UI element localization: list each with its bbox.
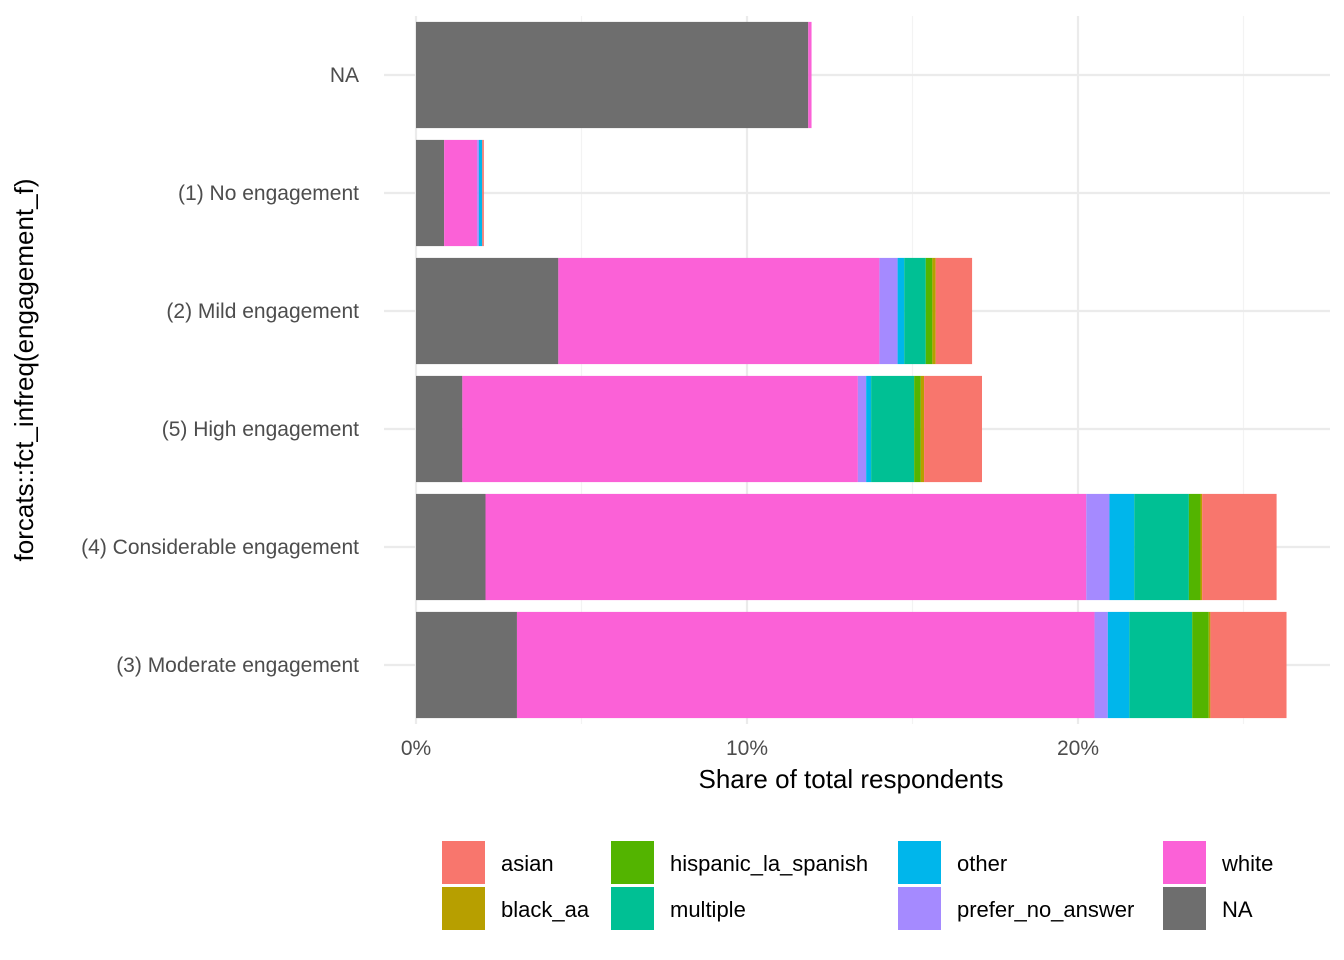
bar-segment-white [808,21,812,129]
x-tick-label: 20% [1057,737,1099,760]
y-axis-title: forcats::fct_infreq(engagement_f) [9,179,39,562]
legend-swatch [611,887,654,930]
legend-item: black_aa [442,887,590,930]
legend-item: asian [442,841,554,884]
y-tick-label: (4) Considerable engagement [81,536,359,559]
bar-segment-asian [924,375,983,483]
bar-segment-multiple [871,375,915,483]
x-axis-title: Share of total respondents [699,764,1004,794]
bar-segment-white [462,375,858,483]
bar-segment-prefer-no-answer [857,375,867,483]
y-tick-label: (1) No engagement [178,182,359,205]
bar-segment-na [416,21,809,129]
bar-segment-prefer-no-answer [1086,493,1110,601]
legend-swatch [611,841,654,884]
bar-segment-black-aa [920,375,925,483]
x-tick-label: 10% [726,737,768,760]
legend: asian black_aa hispanic_la_spanish multiple… [442,841,1273,930]
legend-item: hispanic_la_spanish [611,841,868,884]
bar-segment-hispanic-la-spanish [925,257,933,365]
bar-segment-multiple [1129,611,1193,719]
legend-swatch [1163,887,1206,930]
legend-item: prefer_no_answer [898,887,1134,930]
bar-segment-white [558,257,880,365]
bar-segment-multiple [904,257,926,365]
bar-segment-prefer-no-answer [477,139,479,247]
legend-label: other [957,851,1007,876]
legend-item: other [898,841,1007,884]
legend-label: multiple [670,897,746,922]
legend-item: white [1163,841,1273,884]
bar-segment-other [1107,611,1130,719]
bar-segment-na [416,611,517,719]
bar-segment-asian [482,139,484,247]
legend-swatch [898,887,941,930]
bar-segment-other [866,375,872,483]
bar-segment-other [478,139,483,247]
bar-segment-asian [935,257,973,365]
y-tick-label: NA [330,64,359,87]
bar-segment-na [416,257,559,365]
legend-swatch [898,841,941,884]
y-tick-label: (5) High engagement [162,418,359,441]
bar-segment-asian [1202,493,1277,601]
bar-segment-other [1109,493,1135,601]
bar-segment-white [444,139,478,247]
bar-segment-other [897,257,905,365]
x-tick-label: 0% [401,737,431,760]
bar-segment-prefer-no-answer [879,257,898,365]
legend-swatch [442,887,485,930]
bar-segment-multiple [1134,493,1189,601]
y-tick-label: (3) Moderate engagement [116,654,359,677]
legend-label: hispanic_la_spanish [670,851,868,876]
legend-label: prefer_no_answer [957,897,1134,922]
bar-segment-na [416,493,486,601]
bar-segment-hispanic-la-spanish [1192,611,1209,719]
bar-segment-black-aa [1208,611,1211,719]
legend-item: multiple [611,887,746,930]
bar-segment-asian [1210,611,1287,719]
x-tick-labels: 0% 10% 20% [401,737,1099,760]
legend-label: white [1221,851,1273,876]
bar-segment-hispanic-la-spanish [914,375,921,483]
bar-segment-black-aa [932,257,936,365]
bar-segment-white [485,493,1087,601]
bar-segment-na [416,139,445,247]
y-tick-label: (2) Mild engagement [166,300,359,323]
legend-label: black_aa [501,897,590,922]
legend-swatch [1163,841,1206,884]
bar-segment-black-aa [1200,493,1203,601]
bar-segment-hispanic-la-spanish [1188,493,1201,601]
legend-label: NA [1222,897,1253,922]
legend-item: NA [1163,887,1253,930]
legend-swatch [442,841,485,884]
legend-label: asian [501,851,554,876]
y-tick-labels: NA (1) No engagement (2) Mild engagement (5… [81,64,359,677]
bar-segment-prefer-no-answer [1094,611,1108,719]
bar-segment-na [416,375,463,483]
bars [416,21,1287,719]
bar-segment-white [516,611,1095,719]
